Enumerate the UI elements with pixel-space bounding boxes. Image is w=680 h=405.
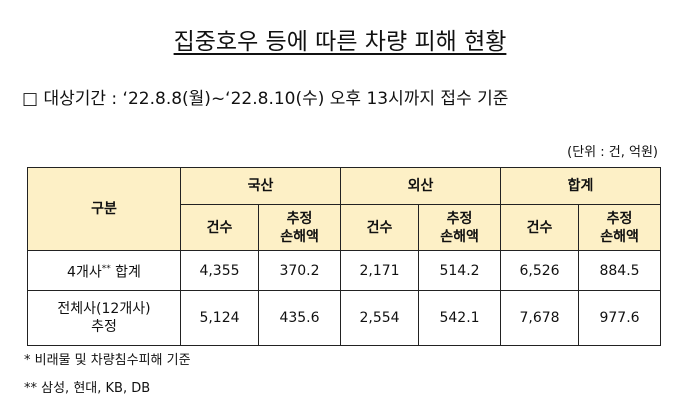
cell-line: 4개사 — [67, 264, 102, 281]
corner: 구분 — [27, 167, 181, 251]
cell-line: 손해액 — [600, 228, 639, 245]
subheader: 추정 손해액 — [257, 204, 342, 251]
cell-line: 손해액 — [440, 228, 479, 245]
cell-line: 건수 — [206, 219, 233, 236]
cell: 2,554 — [340, 290, 420, 346]
row-label: 4개사** 합계 — [27, 250, 181, 291]
subheader: 건수 — [500, 204, 580, 251]
cell-line: 추정 — [446, 210, 473, 227]
cell: 6,526 — [500, 250, 580, 291]
cell: 514.2 — [418, 250, 502, 291]
group: 국산 — [179, 167, 342, 205]
title: 집중호우 등에 따른 차량 피해 현황 — [0, 22, 680, 56]
cell-line: 건수 — [526, 219, 553, 236]
subheader: 추정 손해액 — [578, 204, 662, 251]
cell-line: 전체사(12개사) — [57, 301, 151, 317]
cell: 542.1 — [418, 290, 502, 346]
cell-line: 추정 — [91, 319, 117, 335]
cell-line: 추정 — [286, 210, 313, 227]
cell-line: 손해액 — [280, 228, 319, 245]
cell: 435.6 — [257, 290, 342, 346]
row-label: 전체사(12개사) 추정 — [27, 290, 181, 346]
cell: 7,678 — [500, 290, 580, 346]
cell: 5,124 — [180, 290, 259, 346]
cell-line: 추정 — [606, 210, 633, 227]
row-label-rest: 합계 — [115, 264, 141, 281]
subheader: 건수 — [180, 204, 259, 251]
damage-table: 구분 국산 외산 합계 건수 추정 손해액 건수 추정 손해액 건수 추정 손해액 4개사** … — [27, 167, 662, 346]
title-text: 집중호우 등에 따른 차량 피해 현황 — [173, 29, 507, 55]
group: 외산 — [340, 167, 502, 205]
cell: 4,355 — [180, 250, 259, 291]
cell: 884.5 — [578, 250, 662, 291]
cell: 2,171 — [340, 250, 420, 291]
note: * 비래물 및 차량침수피해 기준 — [24, 353, 191, 368]
note: ** 삼성, 현대, KB, DB — [24, 381, 151, 396]
period: □ 대상기간 : ‘22.8.8(월)~‘22.8.10(수) 오후 13시까지… — [22, 89, 509, 109]
cell-line: 건수 — [366, 219, 393, 236]
subheader: 건수 — [340, 204, 420, 251]
row-label-sup: ** — [101, 263, 111, 274]
cell: 370.2 — [257, 250, 342, 291]
cell: 977.6 — [578, 290, 662, 346]
subheader: 추정 손해액 — [418, 204, 502, 251]
group: 합계 — [500, 167, 662, 205]
unit: (단위 : 건, 억원) — [567, 145, 658, 160]
